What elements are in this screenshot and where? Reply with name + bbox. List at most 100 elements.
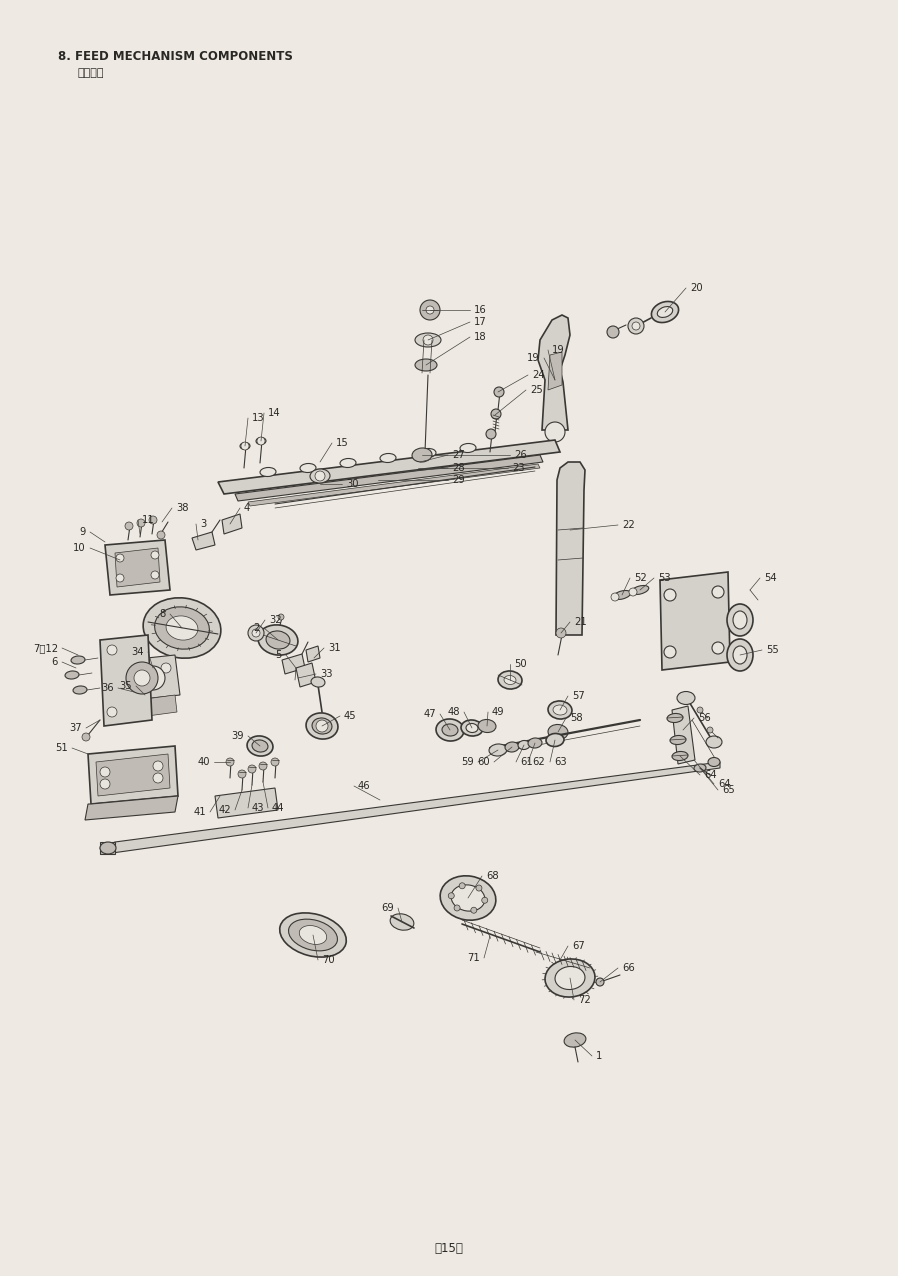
Polygon shape [296, 664, 316, 686]
Ellipse shape [71, 656, 85, 664]
Circle shape [151, 570, 159, 579]
Ellipse shape [451, 884, 485, 911]
Text: 20: 20 [690, 283, 702, 293]
Circle shape [278, 614, 284, 620]
Text: 67: 67 [572, 940, 585, 951]
Text: 24: 24 [532, 370, 544, 380]
Circle shape [629, 588, 637, 596]
Text: 42: 42 [218, 805, 231, 815]
Text: 50: 50 [514, 658, 526, 669]
Text: 46: 46 [358, 781, 371, 791]
Circle shape [226, 758, 234, 766]
Text: 8. FEED MECHANISM COMPONENTS: 8. FEED MECHANISM COMPONENTS [58, 50, 293, 63]
Polygon shape [218, 440, 560, 494]
Text: 28: 28 [452, 463, 464, 473]
Text: 1: 1 [596, 1051, 603, 1062]
Polygon shape [192, 532, 215, 550]
Text: 53: 53 [658, 573, 671, 583]
Ellipse shape [65, 671, 79, 679]
Circle shape [607, 325, 619, 338]
Ellipse shape [727, 639, 753, 671]
Circle shape [100, 767, 110, 777]
Polygon shape [548, 352, 562, 390]
Text: 2: 2 [253, 623, 260, 633]
Ellipse shape [312, 718, 332, 734]
Ellipse shape [311, 678, 325, 686]
Text: 15: 15 [336, 438, 348, 448]
Ellipse shape [442, 723, 458, 736]
Circle shape [135, 683, 145, 693]
Ellipse shape [555, 966, 585, 989]
Ellipse shape [613, 591, 630, 600]
Ellipse shape [154, 607, 209, 649]
Ellipse shape [564, 1032, 585, 1048]
Circle shape [151, 551, 159, 559]
Circle shape [116, 554, 124, 561]
Ellipse shape [694, 764, 706, 772]
Text: 40: 40 [198, 757, 210, 767]
Text: 22: 22 [622, 521, 635, 530]
Text: 6: 6 [51, 657, 58, 667]
Ellipse shape [340, 458, 356, 467]
Ellipse shape [306, 713, 338, 739]
Text: 70: 70 [322, 954, 335, 965]
Text: 45: 45 [344, 711, 357, 721]
Text: 43: 43 [252, 803, 265, 813]
Text: －15－: －15－ [435, 1242, 463, 1254]
Ellipse shape [706, 736, 722, 748]
Circle shape [486, 429, 496, 439]
Ellipse shape [733, 646, 747, 664]
Text: 55: 55 [766, 644, 779, 655]
Text: 27: 27 [452, 450, 465, 461]
Text: 32: 32 [269, 615, 282, 625]
Text: 54: 54 [764, 573, 777, 583]
Ellipse shape [546, 734, 564, 746]
Polygon shape [538, 315, 570, 430]
Text: 14: 14 [268, 408, 280, 419]
Ellipse shape [460, 444, 476, 453]
Ellipse shape [466, 723, 478, 732]
Ellipse shape [657, 306, 673, 318]
Ellipse shape [143, 597, 221, 658]
Text: 17: 17 [474, 316, 487, 327]
Circle shape [476, 886, 482, 891]
Circle shape [107, 707, 117, 717]
Circle shape [107, 644, 117, 655]
Text: 69: 69 [382, 903, 394, 914]
Text: 36: 36 [101, 683, 114, 693]
Polygon shape [215, 789, 278, 818]
Ellipse shape [518, 740, 530, 749]
Ellipse shape [380, 453, 396, 462]
Text: 10: 10 [74, 544, 86, 553]
Circle shape [545, 422, 565, 441]
Ellipse shape [415, 333, 441, 347]
Circle shape [116, 574, 124, 582]
Circle shape [100, 780, 110, 789]
Text: 52: 52 [634, 573, 647, 583]
Text: 30: 30 [346, 478, 358, 489]
Text: 72: 72 [578, 995, 591, 1005]
Text: 68: 68 [486, 872, 498, 880]
Ellipse shape [288, 919, 338, 951]
Ellipse shape [390, 914, 414, 930]
Circle shape [420, 300, 440, 320]
Text: 26: 26 [514, 450, 527, 461]
Ellipse shape [166, 616, 198, 641]
Polygon shape [96, 754, 170, 796]
Polygon shape [115, 547, 160, 587]
Circle shape [712, 586, 724, 598]
Circle shape [257, 436, 265, 445]
Text: 60: 60 [478, 757, 490, 767]
Ellipse shape [258, 625, 298, 655]
Text: 51: 51 [56, 743, 68, 753]
Text: 16: 16 [474, 305, 487, 315]
Ellipse shape [478, 720, 496, 732]
Text: 65: 65 [722, 785, 735, 795]
Text: 29: 29 [452, 475, 465, 485]
Text: 41: 41 [193, 806, 206, 817]
Ellipse shape [505, 741, 519, 752]
Polygon shape [105, 540, 170, 595]
Circle shape [126, 662, 158, 694]
Polygon shape [248, 464, 540, 507]
Circle shape [611, 593, 619, 601]
